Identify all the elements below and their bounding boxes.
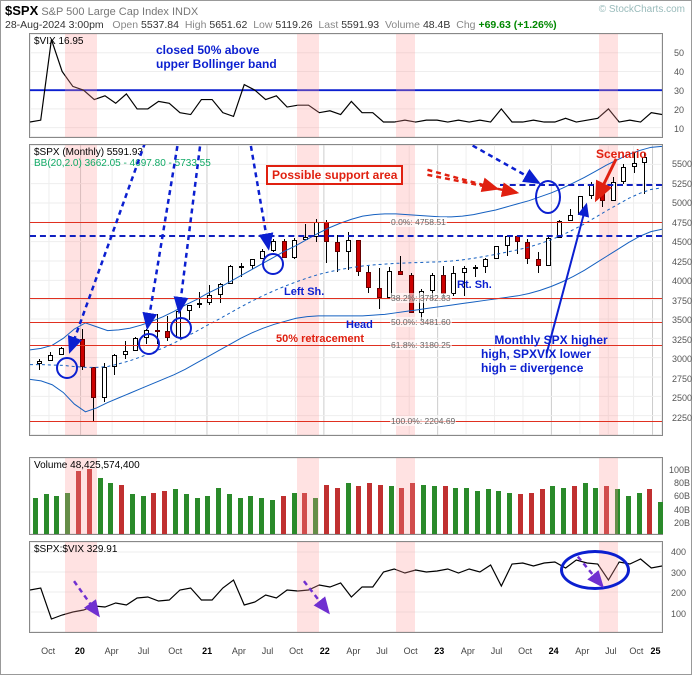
ohlc-row: 28-Aug-2024 3:00pm Open 5537.84 High 565… bbox=[5, 19, 557, 31]
price-title: $SPX (Monthly) 5591.93 BB(20,2.0) 3662.0… bbox=[34, 147, 211, 169]
symbol-desc: S&P 500 Large Cap Index INDX bbox=[41, 6, 198, 18]
ratio-line bbox=[30, 542, 662, 632]
ellipse-1 bbox=[56, 357, 78, 379]
anno-head: Head bbox=[346, 319, 373, 331]
arrow-overlays bbox=[30, 145, 662, 435]
anno-scenario: Scenario bbox=[596, 147, 647, 161]
chart-date: 28-Aug-2024 3:00pm bbox=[5, 19, 104, 31]
volume-panel: Volume 48,425,574,400 20B40B60B80B100B bbox=[29, 457, 663, 535]
chart-root: $SPX S&P 500 Large Cap Index INDX © Stoc… bbox=[0, 0, 692, 675]
vol-title: Volume 48,425,574,400 bbox=[34, 460, 140, 471]
symbol: $SPX bbox=[5, 3, 38, 18]
x-axis: Oct20AprJulOct21AprJulOct22AprJulOct23Ap… bbox=[29, 636, 663, 660]
chart-header: $SPX S&P 500 Large Cap Index INDX bbox=[5, 3, 198, 18]
ratio-ellipse bbox=[560, 550, 630, 590]
vix-line bbox=[30, 34, 662, 137]
ratio-panel: $SPX:$VIX 329.91 100200300400 bbox=[29, 541, 663, 633]
bollinger-lines bbox=[30, 145, 662, 435]
ratio-title: $SPX:$VIX 329.91 bbox=[34, 544, 117, 555]
ellipse-3 bbox=[170, 317, 192, 339]
ratio-arrows bbox=[30, 542, 662, 632]
vix-title: $VIX 16.95 bbox=[34, 36, 83, 47]
anno-support: Possible support area bbox=[266, 165, 403, 185]
anno-diverg: Monthly SPX higher high, SPXVIX lower hi… bbox=[481, 319, 608, 389]
ellipse-2 bbox=[138, 333, 160, 355]
anno-leftsh: Left Sh. bbox=[284, 286, 324, 298]
vix-panel: $VIX 16.95 1020304050 bbox=[29, 33, 663, 138]
ellipse-5 bbox=[535, 180, 561, 214]
price-panel: $SPX (Monthly) 5591.93 BB(20,2.0) 3662.0… bbox=[29, 144, 663, 436]
ellipse-4 bbox=[262, 253, 284, 275]
anno-bollinger: closed 50% above upper Bollinger band bbox=[156, 43, 277, 71]
anno-rightsh: Rt. Sh. bbox=[457, 279, 492, 291]
price-gridlines bbox=[30, 145, 662, 435]
anno-retrace: 50% retracement bbox=[276, 333, 364, 345]
watermark: © StockCharts.com bbox=[599, 4, 685, 15]
